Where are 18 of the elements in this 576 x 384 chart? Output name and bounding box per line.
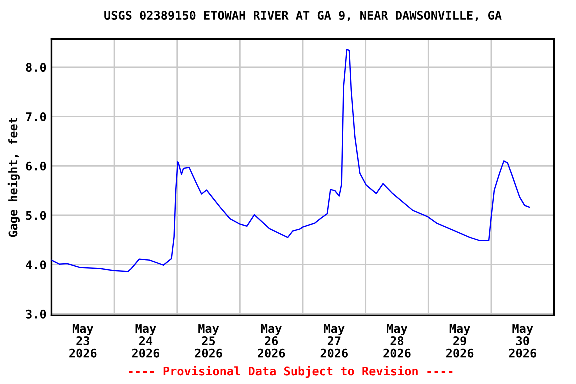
x-tick-label: May 29 2026 [446,324,474,358]
y-axis-title: Gage height, feet [8,118,20,238]
x-tick-label: May 26 2026 [258,324,286,358]
chart-title: USGS 02389150 ETOWAH RIVER AT GA 9, NEAR DAWSONVILLE, GA [104,11,502,22]
line-series [52,49,530,272]
y-tick-label: 5.0 [26,211,46,220]
x-tick-label: May 28 2026 [384,324,411,358]
x-tick-label: May 27 2026 [320,324,348,358]
x-tick-label: May 24 2026 [132,324,160,358]
y-tick-label: 7.0 [26,112,46,122]
x-tick-label: May 25 2026 [195,324,222,358]
y-tick-label: 4.0 [26,260,46,270]
x-tick-label: May 23 2026 [70,324,97,358]
y-tick-label: 8.0 [26,63,46,72]
y-tick-label: 6.0 [26,162,46,171]
text: ---- Provisional Data Subject to Revision ---- [129,366,453,378]
y-tick-label: 3.0 [26,310,46,319]
x-tick-label: May 30 2026 [509,324,536,358]
